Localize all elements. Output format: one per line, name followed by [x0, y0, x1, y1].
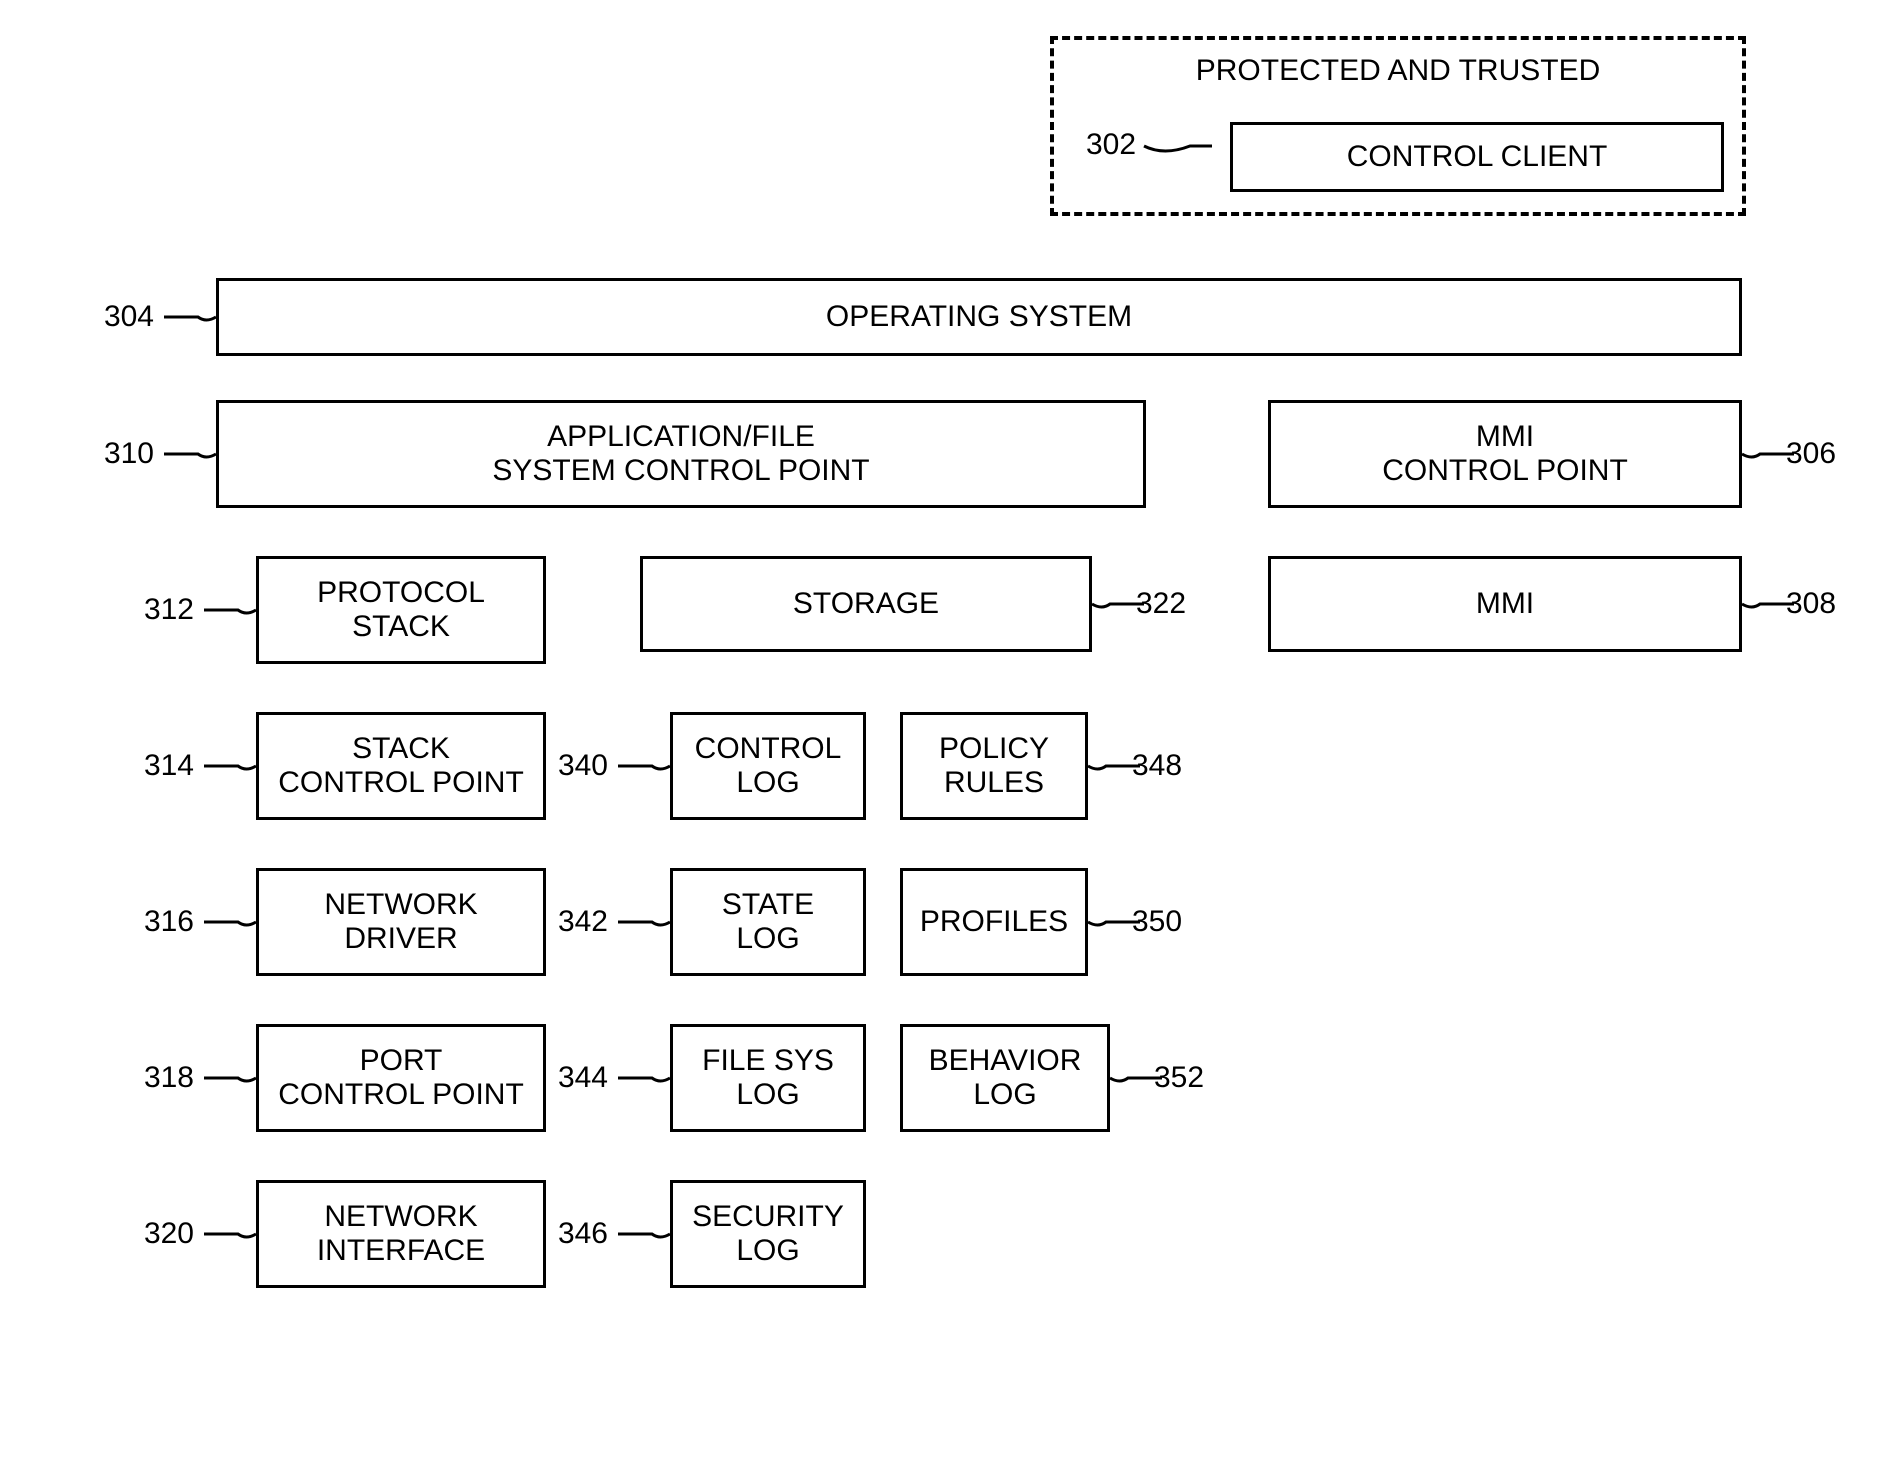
- leader: [608, 1214, 690, 1254]
- ref-302: 302: [1086, 128, 1136, 162]
- block-label: NETWORKDRIVER: [324, 888, 477, 957]
- ref-318: 318: [124, 1061, 194, 1095]
- ref-304: 304: [84, 300, 154, 334]
- block-label: STACKCONTROL POINT: [278, 732, 524, 801]
- leader: [608, 902, 690, 942]
- block-pstack: PROTOCOLSTACK: [256, 556, 546, 664]
- leader: [194, 590, 276, 630]
- leader: [154, 434, 236, 474]
- block-seclog: SECURITYLOG: [670, 1180, 866, 1288]
- block-mmi: MMI: [1268, 556, 1742, 652]
- control-client-box: CONTROL CLIENT: [1230, 122, 1724, 192]
- ref-316: 316: [124, 905, 194, 939]
- diagram-canvas: PROTECTED AND TRUSTED CONTROL CLIENT 302…: [0, 0, 1884, 1460]
- leader: [194, 1214, 276, 1254]
- leader: [608, 1058, 690, 1098]
- block-netif: NETWORKINTERFACE: [256, 1180, 546, 1288]
- block-label: NETWORKINTERFACE: [317, 1200, 485, 1269]
- block-label: STORAGE: [793, 587, 939, 622]
- block-os: OPERATING SYSTEM: [216, 278, 1742, 356]
- leader: [194, 746, 276, 786]
- leader: [154, 297, 236, 337]
- block-label: FILE SYSLOG: [702, 1044, 834, 1113]
- block-policy: POLICYRULES: [900, 712, 1088, 820]
- leader: [194, 1058, 276, 1098]
- ref-312: 312: [124, 593, 194, 627]
- block-label: PROTOCOLSTACK: [317, 576, 485, 645]
- ref-306: 306: [1786, 437, 1866, 471]
- block-stackcp: STACKCONTROL POINT: [256, 712, 546, 820]
- block-label: PORTCONTROL POINT: [278, 1044, 524, 1113]
- ref-348: 348: [1132, 749, 1212, 783]
- block-netdrv: NETWORKDRIVER: [256, 868, 546, 976]
- leader: [194, 902, 276, 942]
- block-storage: STORAGE: [640, 556, 1092, 652]
- block-label: MMI: [1476, 587, 1534, 622]
- block-label: OPERATING SYSTEM: [826, 300, 1132, 335]
- ref-314: 314: [124, 749, 194, 783]
- block-label: PROFILES: [920, 905, 1068, 940]
- protected-trusted-title: PROTECTED AND TRUSTED: [1054, 54, 1742, 88]
- block-label: MMICONTROL POINT: [1382, 420, 1628, 489]
- block-label: APPLICATION/FILESYSTEM CONTROL POINT: [492, 420, 869, 489]
- ref-350: 350: [1132, 905, 1212, 939]
- block-portcp: PORTCONTROL POINT: [256, 1024, 546, 1132]
- ref-352: 352: [1154, 1061, 1234, 1095]
- block-statelog: STATELOG: [670, 868, 866, 976]
- block-label: CONTROLLOG: [695, 732, 842, 801]
- ref-310: 310: [84, 437, 154, 471]
- ref-342: 342: [538, 905, 608, 939]
- ref-322: 322: [1136, 587, 1216, 621]
- block-appfile: APPLICATION/FILESYSTEM CONTROL POINT: [216, 400, 1146, 508]
- ref-340: 340: [538, 749, 608, 783]
- ref-346: 346: [538, 1217, 608, 1251]
- ref-308: 308: [1786, 587, 1866, 621]
- block-mmicp: MMICONTROL POINT: [1268, 400, 1742, 508]
- leader: [608, 746, 690, 786]
- ref-344: 344: [538, 1061, 608, 1095]
- block-profiles: PROFILES: [900, 868, 1088, 976]
- block-behlog: BEHAVIORLOG: [900, 1024, 1110, 1132]
- block-label: BEHAVIORLOG: [929, 1044, 1082, 1113]
- ref-320: 320: [124, 1217, 194, 1251]
- block-label: STATELOG: [722, 888, 814, 957]
- block-fslog: FILE SYSLOG: [670, 1024, 866, 1132]
- block-ctrllog: CONTROLLOG: [670, 712, 866, 820]
- block-label: SECURITYLOG: [692, 1200, 844, 1269]
- block-label: POLICYRULES: [939, 732, 1049, 801]
